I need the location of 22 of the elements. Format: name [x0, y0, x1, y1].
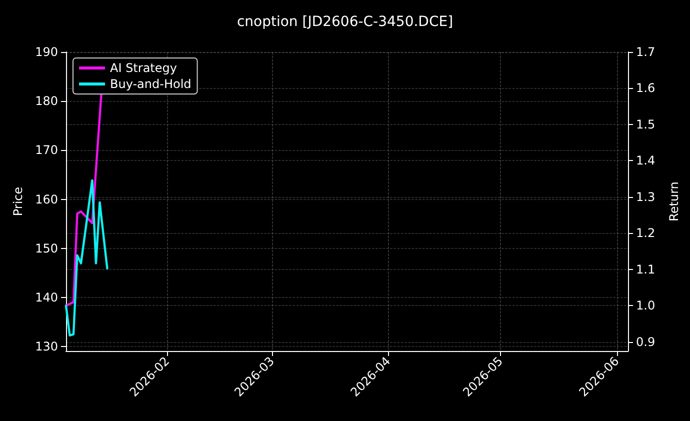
y2-tick-label: 1.6: [636, 81, 656, 96]
y2-tick-label: 1.2: [636, 226, 656, 240]
y2-tick-label: 1.5: [636, 117, 656, 132]
y2-tick-label: 0.9: [636, 334, 656, 349]
y-tick-label: 140: [35, 290, 58, 304]
y-axis-title: Price: [11, 186, 26, 216]
y2-tick-label: 1.0: [636, 298, 656, 313]
y2-tick-label: 1.3: [636, 190, 656, 204]
y-tick-label: 130: [35, 340, 58, 354]
legend-label: AI Strategy: [110, 61, 177, 75]
y-tick-label: 190: [35, 45, 58, 59]
y-tick-label: 160: [35, 192, 58, 206]
y2-tick-label: 1.4: [636, 154, 656, 168]
y2-tick-label: 1.7: [636, 45, 656, 59]
legend-label: Buy-and-Hold: [110, 77, 192, 91]
y2-tick-label: 1.1: [636, 262, 656, 276]
y-tick-label: 150: [35, 241, 58, 256]
line-series: [64, 179, 108, 337]
chart-title: cnoption [JD2606-C-3450.DCE]: [236, 14, 454, 30]
y-tick-label: 170: [35, 143, 58, 158]
y-tick-label: 180: [35, 94, 58, 108]
y2-axis-title: Return: [667, 182, 681, 222]
